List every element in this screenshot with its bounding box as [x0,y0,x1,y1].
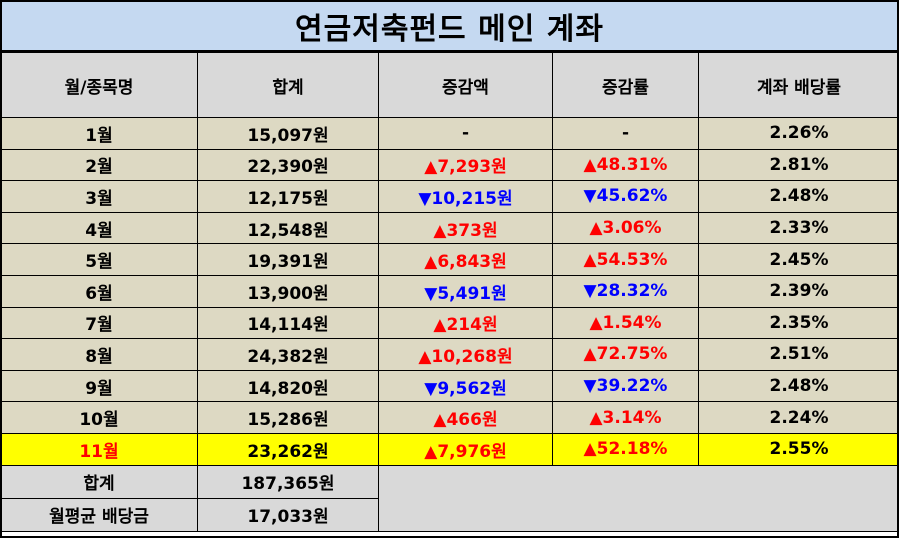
dividend-table: 월/종목명 합계 증감액 증감률 계좌 배당률 1월 15,097원 - -2.26%… [0,52,899,532]
cell-change-amount: ▲373원 [378,211,553,245]
cell-month: 11월 [0,432,198,466]
summary-total-label: 합계 [0,464,198,499]
cell-change-rate: ▼45.62% [552,180,699,213]
cell-total: 24,382원 [197,338,379,371]
summary-row-total: 합계 187,365원 [0,464,899,532]
cell-month: 7월 [0,306,198,340]
cell-yield: 2.45% [698,243,899,276]
cell-yield: 2.55% [698,432,899,466]
cell-yield: 2.81% [698,148,899,182]
cell-yield: 2.51% [698,338,899,371]
summary-empty-area [378,464,899,532]
cell-total: 12,548원 [197,211,379,245]
cell-change-amount: ▲214원 [378,306,553,340]
cell-change-amount: ▲7,976원 [378,432,553,466]
cell-change-rate: ▼39.22% [552,369,699,403]
cell-month: 4월 [0,211,198,245]
cell-change-rate: ▲1.54% [552,306,699,340]
table-row: 5월 19,391원 ▲6,843원 ▲54.53% 2.45% [0,243,899,276]
cell-change-amount: ▼9,562원 [378,369,553,403]
cell-change-amount: ▲466원 [378,401,553,434]
page-title: 연금저축펀드 메인 계좌 [0,0,899,52]
cell-change-rate: ▲3.06% [552,211,699,245]
cell-month: 2월 [0,148,198,182]
cell-total: 15,286원 [197,401,379,434]
cell-yield: 2.26% [698,117,899,150]
header-row: 월/종목명 합계 증감액 증감률 계좌 배당률 [0,52,899,118]
cell-change-amount: ▲10,268원 [378,338,553,371]
cell-total: 15,097원 [197,117,379,150]
table-row: 9월 14,820원 ▼9,562원 ▼39.22% 2.48% [0,369,899,403]
cell-change-rate: ▼28.32% [552,274,699,308]
summary-avg-label: 월평균 배당금 [0,497,198,532]
cell-month: 1월 [0,117,198,150]
table-row: 3월 12,175원 ▼10,215원 ▼45.62% 2.48% [0,180,899,213]
column-header-total: 합계 [197,52,379,118]
summary-avg-value: 17,033원 [197,497,379,532]
table-row: 4월 12,548원 ▲373원 ▲3.06% 2.33% [0,211,899,245]
table-row: 7월 14,114원 ▲214원 ▲1.54% 2.35% [0,306,899,340]
cell-change-rate: - [552,117,699,150]
column-header-change-rate: 증감률 [552,52,699,118]
cell-total: 12,175원 [197,180,379,213]
column-header-change-amount: 증감액 [378,52,553,118]
cell-month: 5월 [0,243,198,276]
cell-month: 9월 [0,369,198,403]
cell-month: 8월 [0,338,198,371]
cell-month: 6월 [0,274,198,308]
cell-change-amount: - [378,117,553,150]
table-row: 8월 24,382원 ▲10,268원 ▲72.75% 2.51% [0,338,899,371]
column-header-month: 월/종목명 [0,52,198,118]
cell-total: 22,390원 [197,148,379,182]
cell-change-rate: ▲48.31% [552,148,699,182]
cell-total: 19,391원 [197,243,379,276]
cell-yield: 2.48% [698,180,899,213]
cell-total: 23,262원 [197,432,379,466]
cell-total: 13,900원 [197,274,379,308]
cell-yield: 2.33% [698,211,899,245]
cell-yield: 2.48% [698,369,899,403]
cell-month: 3월 [0,180,198,213]
cell-yield: 2.39% [698,274,899,308]
column-header-yield: 계좌 배당률 [698,52,899,118]
cell-total: 14,114원 [197,306,379,340]
cell-change-amount: ▼5,491원 [378,274,553,308]
cell-total: 14,820원 [197,369,379,403]
cell-month: 10월 [0,401,198,434]
cell-change-amount: ▲6,843원 [378,243,553,276]
table-row: 11월 23,262원 ▲7,976원 ▲52.18% 2.55% [0,432,899,466]
cell-change-rate: ▲54.53% [552,243,699,276]
table-body: 1월 15,097원 - -2.26% 2월 22,390원 ▲7,293원 ▲48.31% 2… [0,117,899,466]
table-row: 6월 13,900원 ▼5,491원 ▼28.32% 2.39% [0,274,899,308]
cell-change-amount: ▲7,293원 [378,148,553,182]
summary-row-average: 월평균 배당금 17,033원 [0,497,899,532]
cell-yield: 2.24% [698,401,899,434]
summary-total-value: 187,365원 [197,464,379,499]
table-row: 1월 15,097원 - -2.26% [0,117,899,150]
cell-yield: 2.35% [698,306,899,340]
table-row: 2월 22,390원 ▲7,293원 ▲48.31% 2.81% [0,148,899,182]
cell-change-amount: ▼10,215원 [378,180,553,213]
cell-change-rate: ▲72.75% [552,338,699,371]
cell-change-rate: ▲3.14% [552,401,699,434]
cell-change-rate: ▲52.18% [552,432,699,466]
table-row: 10월 15,286원 ▲466원 ▲3.14% 2.24% [0,401,899,434]
